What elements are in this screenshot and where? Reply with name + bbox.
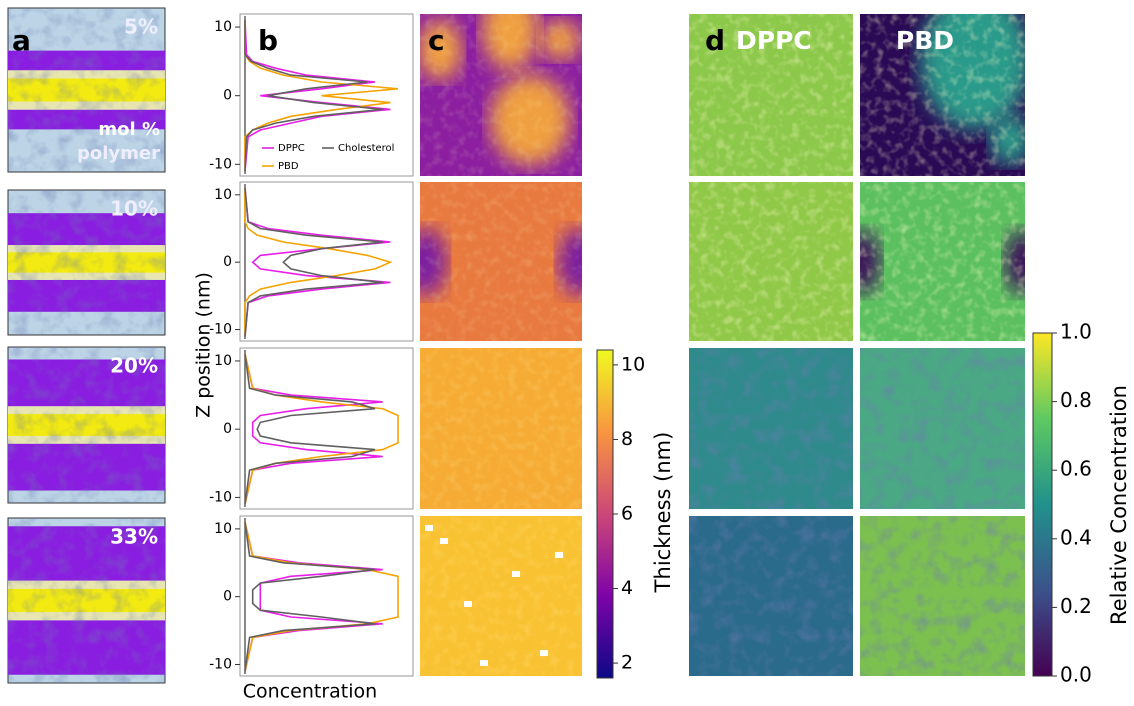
heatmap-layer: [420, 516, 582, 676]
y-tick-label: 10: [214, 353, 232, 369]
legend-label: DPPC: [278, 143, 305, 154]
colorbar: [596, 349, 614, 679]
colorbar-tick-label: 0.4: [1060, 525, 1092, 549]
texture: [8, 518, 165, 683]
y-tick-label: 0: [223, 589, 232, 605]
heatmap-layer: [860, 516, 1025, 676]
colorbar-tick-label: 0.0: [1060, 663, 1092, 687]
texture: [8, 8, 165, 172]
heatmap: [420, 182, 582, 341]
colorbar-tick-label: 2: [621, 652, 633, 674]
column-title: PBD: [896, 26, 954, 55]
texture: [420, 14, 582, 176]
colorbar-tick-label: 0.8: [1060, 388, 1092, 412]
texture: [420, 516, 582, 676]
annotation: polymer: [77, 143, 160, 164]
percent-label: 20%: [110, 354, 158, 378]
y-tick-label: 10: [214, 19, 232, 35]
legend-label: Cholesterol: [338, 143, 394, 154]
heatmap: [420, 516, 582, 676]
texture: [860, 182, 1025, 341]
x-axis-label: Concentration: [243, 681, 377, 703]
texture: [420, 348, 582, 509]
heatmap-layer: [420, 14, 582, 176]
panel-label: a: [12, 24, 31, 57]
panel-label: b: [258, 24, 278, 57]
profile-line: [244, 353, 376, 505]
y-tick-label: -10: [209, 656, 232, 672]
texture: [689, 14, 853, 176]
colorbar-tick-label: 0.2: [1060, 594, 1092, 618]
y-tick-label: 0: [223, 421, 232, 437]
heatmap: [689, 348, 853, 509]
heatmap-layer: [420, 348, 582, 509]
column-title: DPPC: [736, 26, 812, 55]
percent-label: 10%: [110, 197, 158, 221]
texture: [860, 348, 1025, 509]
plot-frame: [239, 181, 414, 342]
profile-line: [244, 188, 391, 337]
heatmap: [420, 348, 582, 509]
colorbar-tick-label: 8: [621, 428, 633, 450]
heatmap-layer: [689, 182, 853, 341]
heatmap-layer: [420, 182, 582, 341]
y-tick-label: -10: [209, 322, 232, 338]
heatmap-layer: [689, 348, 853, 509]
y-tick-label: 0: [223, 254, 232, 270]
heatmap: [689, 516, 853, 676]
texture: [420, 182, 582, 341]
annotation: mol %: [98, 119, 160, 140]
plot-frame: [239, 347, 414, 510]
heatmap-layer: [689, 14, 853, 176]
texture: [8, 190, 165, 335]
profile-line: [244, 353, 383, 505]
colorbar-tick-label: 10: [621, 353, 645, 375]
heatmap-layer: [860, 182, 1025, 341]
heatmap-layer: [860, 348, 1025, 509]
y-tick-label: 0: [223, 88, 232, 104]
panel-label: c: [428, 24, 445, 57]
texture: [689, 516, 853, 676]
profile-line: [244, 188, 393, 337]
profile-line: [244, 521, 383, 672]
heatmap-layer: [689, 516, 853, 676]
heatmap: [689, 182, 853, 341]
colorbar-tick-label: 4: [621, 577, 633, 599]
y-axis-label: Z position (nm): [193, 272, 215, 418]
percent-label: 5%: [124, 15, 158, 39]
profile-line: [244, 353, 399, 505]
legend-label: PBD: [278, 161, 299, 172]
profile-line: [244, 521, 376, 672]
colorbar-tick-label: 1.0: [1060, 320, 1092, 344]
colorbar-tick-label: 6: [621, 503, 633, 525]
y-tick-label: -10: [209, 156, 232, 172]
texture: [689, 348, 853, 509]
heatmap-layer: [860, 14, 1025, 176]
colorbar-tick-label: 0.6: [1060, 457, 1092, 481]
y-tick-label: 10: [214, 187, 232, 203]
heatmap: [860, 348, 1025, 509]
percent-label: 33%: [110, 525, 158, 549]
colorbar-label: Thickness (nm): [651, 432, 675, 594]
profile-line: [244, 188, 383, 337]
texture: [689, 182, 853, 341]
colorbar-label: Relative Concentration: [1107, 385, 1131, 625]
texture: [8, 347, 165, 503]
profile-line: [244, 20, 383, 172]
y-tick-label: 10: [214, 521, 232, 537]
heatmap: [860, 14, 1025, 176]
plot-frame: [239, 515, 414, 677]
heatmap: [860, 516, 1025, 676]
heatmap: [420, 14, 582, 176]
texture: [860, 14, 1025, 176]
profile-line: [244, 20, 391, 172]
panel-label: d: [705, 24, 725, 57]
heatmap: [860, 182, 1025, 341]
texture: [860, 516, 1025, 676]
colorbar: [1032, 332, 1053, 677]
heatmap: [689, 14, 853, 176]
y-tick-label: -10: [209, 489, 232, 505]
